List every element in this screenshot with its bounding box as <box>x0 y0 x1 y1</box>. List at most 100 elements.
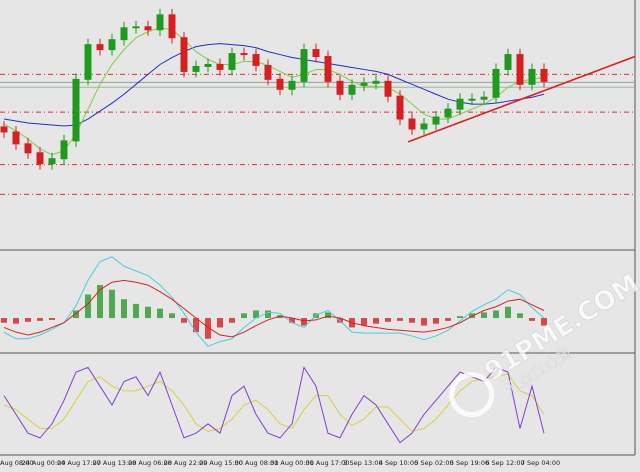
candle-body <box>384 80 392 97</box>
candle-body <box>0 126 8 133</box>
candle-body <box>36 152 44 165</box>
candle-body <box>132 26 140 29</box>
candle-body <box>252 54 260 66</box>
candle-body <box>84 44 92 80</box>
candle-body <box>108 39 116 51</box>
moving-average <box>3 27 545 156</box>
x-tick-label: Aug 08:00 <box>0 459 34 467</box>
candle-body <box>300 49 308 82</box>
macd-bar <box>157 308 163 319</box>
candle-body <box>192 65 200 72</box>
macd-bar <box>109 289 115 319</box>
macd-bar <box>457 316 463 319</box>
macd-bar <box>49 318 55 320</box>
macd-bar <box>73 310 79 319</box>
macd-bar <box>517 313 523 319</box>
candle-body <box>228 53 236 70</box>
candle-body <box>444 108 452 118</box>
macd-bar <box>25 318 31 322</box>
macd-bar <box>181 318 187 323</box>
candle-body <box>48 158 56 165</box>
candle-body <box>180 37 188 72</box>
x-tick-label: 5 Sep 02:00 <box>414 459 453 467</box>
macd-bar <box>85 294 91 319</box>
macd-bar <box>385 318 391 322</box>
x-tick-label: 27 Aug 13:00 <box>93 459 137 467</box>
x-tick-label: 6 Sep 12:00 <box>485 459 524 467</box>
trendline <box>407 55 636 143</box>
macd-bar <box>481 312 487 319</box>
macd-bar <box>169 313 175 319</box>
macd-bar <box>361 318 367 326</box>
x-tick-label: 4 Sep 10:00 <box>379 459 418 467</box>
macd-bar <box>433 318 439 324</box>
candle-body <box>360 82 368 86</box>
candle-body <box>12 131 20 145</box>
macd-bar <box>205 318 211 339</box>
macd-bar <box>193 318 199 333</box>
candle-body <box>60 140 68 160</box>
candle-body <box>96 44 104 51</box>
candle-body <box>312 49 320 58</box>
signal-line <box>3 279 545 338</box>
macd-bar <box>493 310 499 319</box>
candle-body <box>528 68 536 85</box>
x-tick-label: 30 Aug 08:00 <box>235 459 279 467</box>
candle-body <box>480 96 488 100</box>
x-tick-label: 3 Sep 13:00 <box>343 459 382 467</box>
candle-body <box>408 118 416 130</box>
candle-body <box>420 123 428 130</box>
candle-body <box>396 95 404 120</box>
candle-body <box>432 116 440 125</box>
candle-body <box>216 63 224 70</box>
macd-bar <box>145 306 151 319</box>
candle-body <box>156 14 164 31</box>
x-tick-label: 24 Aug 17:00 <box>57 459 101 467</box>
candle-body <box>348 84 356 95</box>
macd-bar <box>265 310 271 319</box>
macd-bar <box>397 318 403 321</box>
candle-body <box>468 98 476 101</box>
macd-bar <box>1 318 7 323</box>
macd-bar <box>445 318 451 321</box>
macd-bar <box>133 303 139 319</box>
candle-body <box>324 56 332 82</box>
macd-bar <box>13 318 19 324</box>
candle-body <box>516 54 524 85</box>
candle-body <box>144 26 152 31</box>
candle-body <box>24 143 32 154</box>
candle-body <box>492 68 500 98</box>
candle-body <box>540 68 548 82</box>
candle-body <box>336 80 344 95</box>
macd-bar <box>289 318 295 323</box>
x-tick-label: 5 Sep 19:00 <box>450 459 489 467</box>
macd-bar <box>541 318 547 326</box>
x-tick-label: 28 Aug 22:00 <box>164 459 208 467</box>
watermark-logo <box>449 372 495 418</box>
candle-body <box>168 14 176 39</box>
x-tick-label: 31 Aug 00:00 <box>270 459 314 467</box>
candle-body <box>72 78 80 142</box>
macd-bar <box>505 306 511 319</box>
stochastic-k <box>3 366 545 444</box>
candle-body <box>264 64 272 80</box>
candle-body <box>204 63 212 67</box>
candle-body <box>372 80 380 84</box>
macd-bar <box>229 318 235 323</box>
x-tick-label: 31 Aug 17:00 <box>306 459 350 467</box>
macd-bar <box>409 318 415 323</box>
macd-bar <box>121 299 127 319</box>
macd-bar <box>529 318 535 321</box>
macd-bar <box>217 318 223 328</box>
macd-bar <box>253 310 259 319</box>
moving-average <box>3 43 545 127</box>
x-tick-label: 28 Aug 06:00 <box>128 459 172 467</box>
candle-body <box>240 53 248 56</box>
x-tick-label: 24 Aug 00:00 <box>22 459 66 467</box>
candle-body <box>504 54 512 70</box>
macd-bar <box>301 318 307 326</box>
x-tick-label: 7 Sep 04:00 <box>521 459 560 467</box>
macd-bar <box>421 318 427 326</box>
macd-bar <box>97 285 103 319</box>
